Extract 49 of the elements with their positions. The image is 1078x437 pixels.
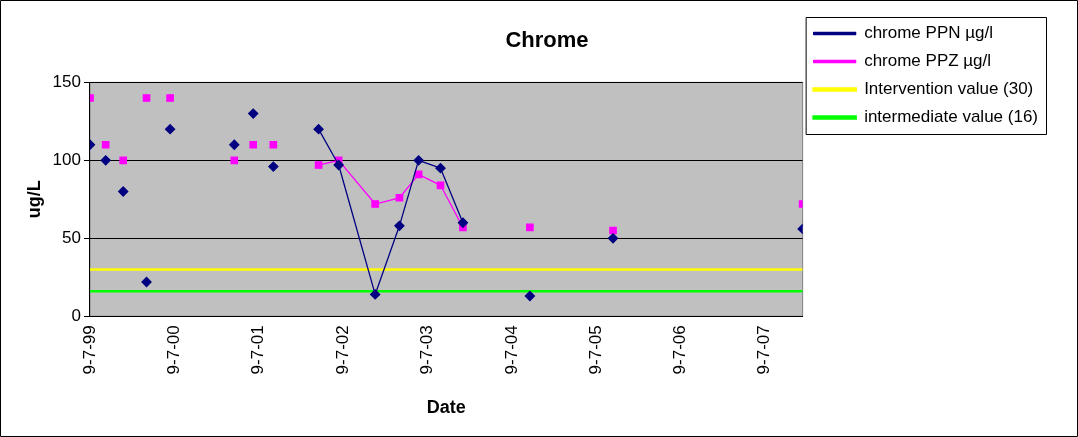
y-tick-label: 50 [62,227,81,247]
legend-label: intermediate value (16) [864,107,1039,127]
legend-label: chrome PPZ µg/l [864,51,992,71]
point [314,161,323,169]
point [142,94,151,102]
x-tick-label: 9-7-05 [585,325,605,375]
point [313,124,324,135]
point [609,226,617,235]
point [100,155,111,166]
point [526,223,534,232]
x-tick-label: 9-7-07 [754,325,774,375]
point [269,140,278,149]
x-tick-label: 9-7-00 [164,325,184,375]
point [413,155,424,166]
point [119,156,128,165]
point [524,290,536,302]
point [435,163,446,174]
y-tick-label: 100 [52,150,81,170]
y-axis-title: ug/L [23,180,44,219]
x-axis-title: Date [426,397,466,418]
point [101,140,110,149]
legend-label: Intervention value (30) [864,79,1034,99]
point [436,181,445,190]
point [457,217,469,228]
chart-title: Chrome [505,27,589,53]
x-tick-label: 9-7-03 [417,325,437,375]
point [394,220,405,231]
point [268,161,279,172]
point [141,276,152,288]
point [118,186,129,197]
y-tick-label: 150 [52,72,81,92]
point [370,289,381,300]
point [333,159,344,171]
x-tick-label: 9-7-02 [332,325,352,375]
point [229,139,240,150]
point [230,156,239,165]
x-tick-label: 9-7-99 [79,325,99,375]
point [249,140,258,149]
y-tick-label: 0 [71,305,81,325]
x-tick-label: 9-7-06 [670,325,690,375]
point [166,94,174,102]
x-tick-label: 9-7-04 [501,325,521,375]
point [248,108,259,119]
point [607,233,619,244]
legend-label: chrome PPN µg/l [864,23,993,43]
x-tick-label: 9-7-01 [248,325,268,375]
point [371,200,379,208]
point [395,193,404,202]
point [164,124,176,135]
